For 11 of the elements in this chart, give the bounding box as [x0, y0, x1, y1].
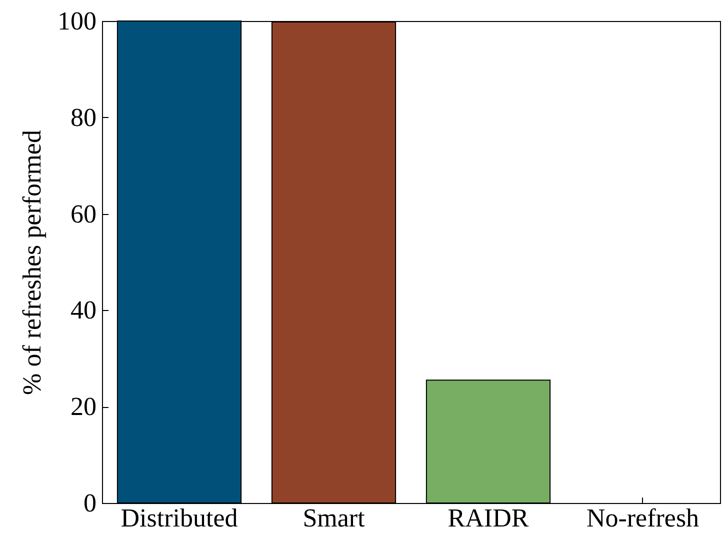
y-tick-label: 0 — [84, 488, 96, 518]
y-tick-label: 60 — [70, 199, 96, 228]
y-tick-label: 20 — [70, 392, 96, 422]
y-axis-title: % of refreshes performed — [18, 130, 46, 395]
y-tick-label: 40 — [70, 296, 96, 325]
x-tick-label: Smart — [302, 504, 366, 532]
x-tick-label: RAIDR — [448, 504, 530, 532]
x-tick-label: No-refresh — [586, 504, 700, 532]
x-tick-label: Distributed — [120, 504, 238, 532]
y-tick-label: 100 — [58, 6, 96, 36]
y-tick-label: 80 — [70, 102, 96, 132]
